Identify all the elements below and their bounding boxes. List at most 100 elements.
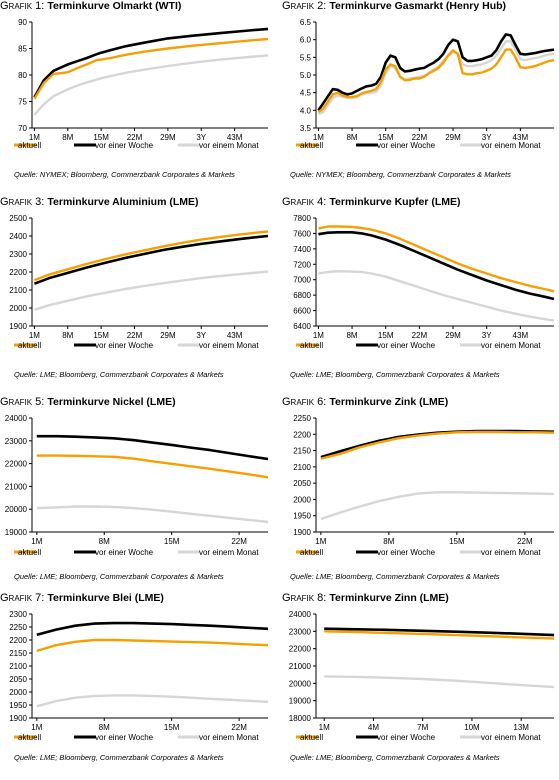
series-line xyxy=(33,54,269,116)
x-tick-label: 22M xyxy=(412,331,428,340)
y-tick-label: 6600 xyxy=(293,307,311,316)
legend-label: aktuell xyxy=(18,733,41,742)
chart-title-text: Terminkurve Zink (LME) xyxy=(329,396,449,408)
legend-label: vor einem Monat xyxy=(199,733,259,742)
legend-label: vor einer Woche xyxy=(377,548,436,557)
series-line xyxy=(36,638,269,653)
source-note: Quelle: LME; Bloomberg, Commerzbank Corp… xyxy=(14,753,224,762)
chart-panel: Grafik 7: Terminkurve Blei (LME) 1900 1950… xyxy=(0,592,272,780)
y-tick-label: 23000 xyxy=(5,437,28,446)
x-tick-label: 3Y xyxy=(482,133,492,142)
x-tick-label: 10M xyxy=(464,723,480,732)
y-tick-label: 6.5 xyxy=(300,18,312,27)
legend-label: aktuell xyxy=(18,341,41,350)
y-tick-label: 22000 xyxy=(289,645,312,654)
series-line xyxy=(324,630,555,640)
chart-number: Grafik 8: xyxy=(282,592,330,604)
legend-label: vor einem Monat xyxy=(199,341,259,350)
x-tick-label: 8M xyxy=(346,133,357,142)
x-tick-label: 15M xyxy=(93,331,109,340)
y-tick-label: 7200 xyxy=(293,260,311,269)
series-line xyxy=(320,430,555,460)
x-tick-label: 22M xyxy=(127,133,143,142)
x-tick-label: 1M xyxy=(29,331,40,340)
chart-title: Grafik 8: Terminkurve Zinn (LME) xyxy=(282,592,449,604)
x-tick-label: 43M xyxy=(513,133,529,142)
y-tick-label: 1950 xyxy=(293,512,311,521)
y-tick-label: 7000 xyxy=(293,276,311,285)
y-tick-label: 2500 xyxy=(9,214,27,223)
legend-label: aktuell xyxy=(300,733,323,742)
y-tick-label: 2000 xyxy=(9,304,27,313)
chart-svg: 3.5 4.0 4.5 5.0 5.5 6.0 6.5 1M 8M 15M 22M 29M 3Y 43M a… xyxy=(296,18,555,150)
x-tick-label: 1M xyxy=(315,537,326,546)
legend-label: vor einer Woche xyxy=(377,141,436,150)
chart-panel: Grafik 6: Terminkurve Zink (LME) 1900 1950… xyxy=(282,396,555,584)
y-tick-label: 21000 xyxy=(289,662,312,671)
x-tick-label: 1M xyxy=(313,133,324,142)
x-tick-label: 3Y xyxy=(482,331,492,340)
source-note: Quelle: NYMEX; Bloomberg, Commerzbank Co… xyxy=(290,170,511,179)
chart-title: Grafik 7: Terminkurve Blei (LME) xyxy=(0,592,164,604)
legend-label: vor einer Woche xyxy=(95,548,154,557)
chart-title: Grafik 1: Terminkurve Olmarkt (WTI) xyxy=(0,0,181,12)
series-line xyxy=(317,48,555,114)
series-line xyxy=(36,454,269,479)
y-tick-label: 5.0 xyxy=(300,71,312,80)
chart-title: Grafik 3: Terminkurve Aluminium (LME) xyxy=(0,196,199,208)
y-tick-label: 19000 xyxy=(289,697,312,706)
y-tick-label: 7800 xyxy=(293,214,311,223)
chart-panel: Grafik 8: Terminkurve Zinn (LME) 18000 190… xyxy=(282,592,555,780)
y-tick-label: 6400 xyxy=(293,322,311,331)
x-tick-label: 15M xyxy=(378,133,394,142)
x-tick-label: 15M xyxy=(93,133,109,142)
series-line xyxy=(324,627,555,637)
legend-label: vor einer Woche xyxy=(95,141,154,150)
x-tick-label: 43M xyxy=(513,331,529,340)
chart-number: Grafik 6: xyxy=(282,396,330,408)
y-tick-label: 1900 xyxy=(9,714,27,723)
x-tick-label: 43M xyxy=(227,133,243,142)
source-note: Quelle: LME; Bloomberg, Commerzbank Corp… xyxy=(290,370,500,379)
legend-label: aktuell xyxy=(18,548,41,557)
y-tick-label: 2150 xyxy=(9,649,27,658)
y-tick-label: 6.0 xyxy=(300,36,312,45)
x-tick-label: 3Y xyxy=(196,331,206,340)
y-tick-label: 6800 xyxy=(293,291,311,300)
series-line xyxy=(33,27,269,98)
source-note: Quelle: LME; Bloomberg, Commerzbank Corp… xyxy=(290,753,500,762)
x-tick-label: 1M xyxy=(313,331,324,340)
legend-label: vor einem Monat xyxy=(199,141,259,150)
chart-title-text: Terminkurve Nickel (LME) xyxy=(47,396,176,408)
y-tick-label: 21000 xyxy=(5,482,28,491)
legend-label: vor einer Woche xyxy=(95,341,154,350)
legend-label: aktuell xyxy=(300,341,323,350)
source-note: Quelle: LME; Bloomberg, Commerzbank Corp… xyxy=(290,572,500,581)
y-tick-label: 2000 xyxy=(293,495,311,504)
chart-panel: Grafik 3: Terminkurve Aluminium (LME) 190… xyxy=(0,196,272,384)
x-tick-label: 3Y xyxy=(196,133,206,142)
legend-label: vor einer Woche xyxy=(377,341,436,350)
series-line xyxy=(318,230,555,301)
series-line xyxy=(36,694,269,708)
chart-svg: 1900 2000 2100 2200 2300 2400 2500 1M 8M 15M 22M 29… xyxy=(9,214,269,350)
x-tick-label: 8M xyxy=(99,723,110,732)
y-tick-label: 18000 xyxy=(289,714,312,723)
x-tick-label: 8M xyxy=(99,537,110,546)
chart-number: Grafik 1: xyxy=(0,0,48,12)
series-line xyxy=(318,225,555,293)
legend-label: vor einem Monat xyxy=(481,548,541,557)
x-tick-label: 29M xyxy=(160,133,176,142)
x-tick-label: 22M xyxy=(517,537,533,546)
chart-number: Grafik 7: xyxy=(0,592,48,604)
series-line xyxy=(324,675,555,689)
series-line xyxy=(33,230,269,282)
x-tick-label: 15M xyxy=(164,537,180,546)
y-tick-label: 80 xyxy=(18,71,27,80)
legend-label: vor einer Woche xyxy=(95,733,154,742)
legend-label: vor einem Monat xyxy=(481,141,541,150)
chart-title-text: Terminkurve Aluminium (LME) xyxy=(47,196,199,208)
chart-number: Grafik 3: xyxy=(0,196,48,208)
y-tick-label: 2300 xyxy=(9,610,27,619)
x-tick-label: 1M xyxy=(31,723,42,732)
